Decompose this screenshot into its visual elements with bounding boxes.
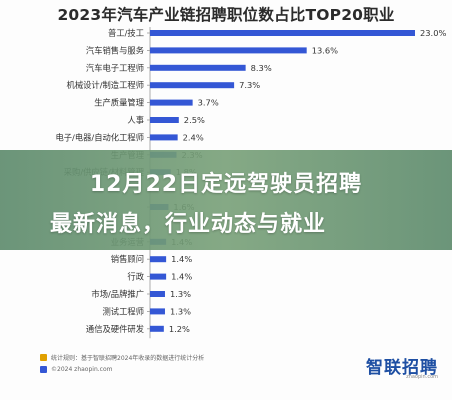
- footer-note-row-1: 统计规则：基于智联招聘2024年收录的数据进行统计分析: [40, 353, 204, 362]
- footer-note-1: 统计规则：基于智联招聘2024年收录的数据进行统计分析: [51, 355, 205, 362]
- bar: [150, 82, 235, 89]
- source-marker-icon: [40, 366, 47, 373]
- bar: [150, 117, 179, 123]
- footer-note-row-2: ©2024 zhaopin.com: [40, 366, 112, 373]
- category-label: 汽车电子工程师: [86, 63, 144, 73]
- value-label: 1.2%: [169, 324, 190, 334]
- headline-line-1: 12月22日定远驾驶员招聘: [89, 172, 363, 197]
- value-label: 2.4%: [183, 132, 204, 142]
- value-label: 13.6%: [312, 45, 338, 55]
- category-label: 电子/电器/自动化工程师: [55, 132, 144, 142]
- bar: [150, 273, 167, 280]
- chart-title: 2023年汽车产业链招聘职位数占比TOP20职业: [57, 6, 395, 24]
- category-label: 通信及硬件研发: [86, 324, 144, 334]
- category-label: 销售顾问: [111, 254, 144, 264]
- bar: [150, 30, 415, 36]
- category-label: 普工/技工: [108, 28, 144, 38]
- category-label: 市场/品牌推广: [91, 289, 144, 299]
- category-label: 人事: [127, 115, 144, 125]
- value-label: 1.4%: [171, 254, 192, 264]
- footer-note-2: ©2024 zhaopin.com: [51, 366, 113, 373]
- value-label: 1.3%: [170, 289, 191, 299]
- headline-line-2: 最新消息，行业动态与就业: [50, 212, 327, 237]
- bar: [150, 325, 164, 332]
- value-label: 7.3%: [239, 80, 260, 90]
- category-label: 行政: [127, 272, 144, 282]
- value-label: 2.5%: [184, 115, 205, 125]
- bar: [150, 291, 165, 297]
- value-label: 3.7%: [198, 98, 219, 108]
- category-label: 机械设计/制造工程师: [67, 80, 144, 90]
- bar: [150, 256, 167, 263]
- bar: [150, 99, 193, 106]
- brand-logo: 智联招聘: [366, 358, 438, 378]
- value-label: 23.0%: [420, 28, 446, 38]
- headline-overlay-band: [0, 150, 452, 250]
- bar: [150, 64, 246, 71]
- value-label: 1.4%: [171, 272, 192, 282]
- brand-url: zhaopin.com: [406, 374, 438, 380]
- category-label: 生产质量管理: [94, 98, 144, 108]
- bar: [150, 134, 178, 141]
- value-label: 1.3%: [170, 306, 191, 316]
- category-label: 测试工程师: [103, 306, 145, 316]
- value-label: 8.3%: [251, 63, 272, 73]
- bar: [150, 308, 165, 315]
- note-marker-icon: [40, 354, 47, 361]
- category-label: 汽车销售与服务: [86, 45, 144, 55]
- bar: [150, 47, 307, 54]
- chart-footer: 统计规则：基于智联招聘2024年收录的数据进行统计分析 ©2024 zhaopi…: [40, 347, 440, 387]
